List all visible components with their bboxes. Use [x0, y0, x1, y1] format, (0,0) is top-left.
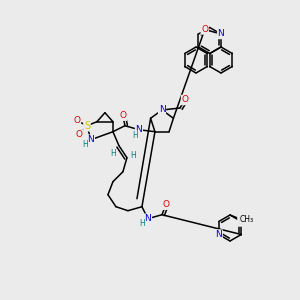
Text: O: O — [201, 25, 208, 34]
Text: O: O — [182, 95, 188, 104]
Text: N: N — [238, 217, 244, 226]
Text: N: N — [215, 230, 222, 239]
Text: O: O — [75, 130, 82, 139]
Text: H: H — [139, 219, 145, 228]
Text: N: N — [88, 135, 94, 144]
Text: H: H — [130, 151, 136, 160]
Text: H: H — [110, 149, 116, 158]
Text: S: S — [84, 121, 90, 131]
Text: O: O — [119, 111, 126, 120]
Text: O: O — [162, 200, 169, 209]
Text: H: H — [82, 140, 88, 149]
Text: CH₃: CH₃ — [240, 215, 254, 224]
Text: H: H — [132, 131, 138, 140]
Text: N: N — [136, 125, 142, 134]
Text: N: N — [145, 214, 151, 223]
Text: O: O — [74, 116, 80, 125]
Text: N: N — [218, 29, 224, 38]
Text: N: N — [159, 106, 165, 115]
